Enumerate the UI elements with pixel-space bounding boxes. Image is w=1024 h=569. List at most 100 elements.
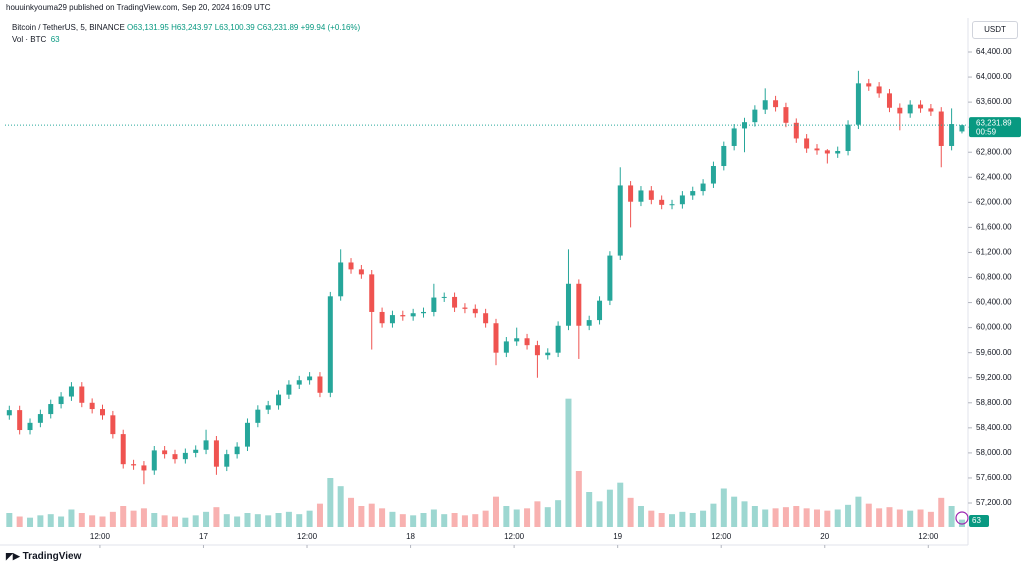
volume-bar (637, 506, 644, 527)
candle-body (700, 183, 706, 192)
candle-body (959, 125, 965, 132)
candle-body (845, 124, 851, 151)
countdown: 00:59 (976, 127, 997, 136)
volume-bar (586, 492, 593, 527)
candle-body (27, 422, 33, 431)
candle-body (203, 440, 209, 450)
candle-body (172, 454, 178, 460)
candle-body (48, 404, 54, 415)
low-label: L63,100.39 (214, 23, 255, 32)
candle-body (555, 325, 561, 353)
y-tick-label: 63,600.00 (976, 97, 1012, 106)
volume-bar (379, 508, 386, 527)
y-tick-label: 57,200.00 (976, 498, 1012, 507)
candle-body (690, 191, 696, 196)
alert-icon[interactable] (955, 511, 969, 525)
volume-bar (948, 506, 955, 527)
volume-bar (762, 509, 769, 527)
candle-body (327, 296, 333, 393)
volume-bar (430, 509, 437, 527)
candle-body (752, 109, 758, 123)
publisher: houuinkyouma29 published on TradingView.… (6, 3, 271, 12)
volume-bar (793, 506, 800, 527)
candle-body (773, 100, 779, 108)
candle-body (255, 409, 261, 423)
y-tick-label: 62,000.00 (976, 197, 1012, 206)
volume-bar (772, 508, 779, 527)
candle-body (814, 148, 820, 151)
volume-bar (865, 503, 872, 527)
volume-bar (399, 514, 406, 527)
volume-bar (824, 510, 831, 527)
candle-body (452, 296, 458, 308)
x-tick-label: 12:00 (711, 532, 732, 541)
volume-bar (337, 486, 344, 527)
volume-bar (223, 514, 230, 527)
volume-bar (679, 511, 686, 527)
y-tick-label: 61,200.00 (976, 248, 1012, 257)
candle-body (721, 145, 727, 167)
volume-bar (89, 515, 96, 527)
candle-body (234, 446, 240, 455)
candle-body (855, 83, 861, 125)
candle-body (493, 323, 499, 353)
volume-bar (27, 517, 34, 527)
candle-body (224, 454, 230, 467)
volume-bar (617, 482, 624, 527)
volume-bar (358, 506, 365, 527)
volume-bar (741, 501, 748, 527)
volume-bar (68, 509, 75, 527)
candle-body (648, 190, 654, 200)
volume-bar (627, 497, 634, 527)
candle-body (379, 311, 385, 324)
volume-bar (782, 507, 789, 527)
candle-body (949, 124, 955, 146)
volume-bar (99, 516, 106, 527)
volume-bar (731, 496, 738, 527)
y-tick-label: 60,400.00 (976, 298, 1012, 307)
volume-bar (254, 514, 261, 527)
open-label: O63,131.95 (127, 23, 169, 32)
candle-body (100, 409, 106, 416)
volume-title: Vol · BTC (12, 35, 47, 44)
candle-body (628, 185, 634, 202)
candle-body (307, 376, 313, 381)
volume-bar (658, 513, 665, 527)
volume-bar (813, 509, 820, 527)
volume-bar (47, 514, 54, 527)
candle-body (731, 128, 737, 146)
volume-bar (492, 496, 499, 527)
volume-bar (896, 509, 903, 527)
volume-bar (234, 516, 241, 527)
volume-bar (109, 511, 116, 527)
candle-body (907, 104, 913, 114)
volume-bar (368, 503, 375, 527)
y-tick-label: 62,800.00 (976, 147, 1012, 156)
candle-body (534, 345, 540, 356)
candle-body (68, 386, 74, 397)
x-tick-label: 12:00 (918, 532, 939, 541)
volume-bar (534, 501, 541, 527)
y-tick-label: 58,800.00 (976, 398, 1012, 407)
candle-body (638, 190, 644, 202)
volume-bar (565, 398, 572, 527)
candle-body (389, 315, 395, 324)
volume-header: Vol · BTC 63 (12, 35, 60, 44)
candle-body (886, 93, 892, 108)
candle-body (286, 384, 292, 395)
volume-bar (451, 513, 458, 527)
volume-bar (285, 511, 292, 527)
x-tick-label: 12:00 (90, 532, 111, 541)
volume-bar (938, 497, 945, 527)
change-label: +99.94 (+0.16%) (300, 23, 361, 32)
candle-body (545, 352, 551, 356)
currency-button[interactable]: USDT (972, 21, 1018, 39)
y-tick-label: 64,400.00 (976, 47, 1012, 56)
candle-body (141, 465, 147, 471)
candle-body (938, 111, 944, 146)
brand: ◤▶ TradingView (6, 551, 82, 562)
volume-bar (389, 511, 396, 527)
volume-bar (192, 515, 199, 527)
ohlc-header: Bitcoin / TetherUS, 5, BINANCE O63,131.9… (12, 23, 360, 32)
